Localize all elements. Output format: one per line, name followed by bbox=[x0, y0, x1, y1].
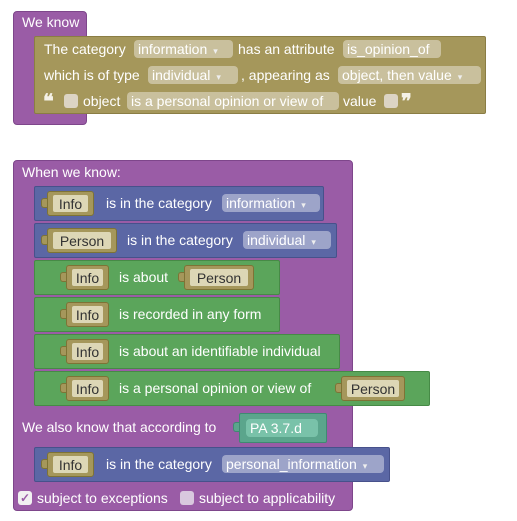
object-checkbox[interactable] bbox=[64, 94, 78, 108]
dropdown-arrow-icon: ▾ bbox=[311, 237, 316, 247]
appearing-dropdown[interactable]: object, then value ▾ bbox=[338, 66, 481, 84]
connector-tab bbox=[178, 272, 184, 282]
connector-tab bbox=[60, 309, 66, 319]
connector-tab bbox=[60, 272, 66, 282]
info-variable[interactable]: Info bbox=[66, 265, 109, 290]
info-variable[interactable]: Info bbox=[47, 452, 94, 477]
person-variable[interactable]: Person bbox=[184, 265, 254, 290]
dropdown-arrow-icon: ▾ bbox=[457, 72, 463, 82]
row2-text: is in the category bbox=[127, 232, 233, 248]
connector-tab bbox=[335, 383, 341, 393]
row7-category-dropdown[interactable]: personal_information ▾ bbox=[222, 455, 384, 473]
dropdown-arrow-icon: ▾ bbox=[216, 72, 221, 82]
info-variable[interactable]: Info bbox=[66, 302, 109, 327]
exceptions-label: subject to exceptions bbox=[37, 490, 168, 506]
row7-text: is in the category bbox=[106, 456, 212, 472]
attribute-input[interactable]: is_opinion_of bbox=[343, 40, 441, 58]
value-label: value bbox=[343, 93, 377, 109]
line2-middle: , appearing as bbox=[241, 67, 330, 83]
row5-text: is about an identifiable individual bbox=[119, 343, 321, 359]
exceptions-checkbox[interactable] bbox=[18, 491, 32, 505]
connector-tab bbox=[41, 198, 47, 208]
connector-tab bbox=[41, 459, 47, 469]
object-label: object bbox=[83, 93, 121, 109]
applicability-checkbox[interactable] bbox=[180, 491, 194, 505]
connector-tab bbox=[60, 346, 66, 356]
person-variable[interactable]: Person bbox=[47, 228, 117, 253]
when-we-know-header: When we know: bbox=[22, 164, 121, 180]
open-quote-icon: ❝ bbox=[43, 89, 54, 113]
check-icon: ✓ bbox=[20, 491, 31, 505]
info-variable[interactable]: Info bbox=[66, 339, 109, 364]
value-checkbox[interactable] bbox=[384, 94, 398, 108]
connector-tab bbox=[233, 422, 239, 432]
line1-prefix: The category bbox=[44, 41, 126, 57]
row2-category-dropdown[interactable]: individual ▾ bbox=[243, 231, 331, 249]
connector-tab bbox=[41, 235, 47, 245]
line1-middle: has an attribute bbox=[238, 41, 335, 57]
category-dropdown[interactable]: information ▾ bbox=[134, 40, 233, 58]
dropdown-arrow-icon: ▾ bbox=[301, 200, 306, 210]
opinion-input[interactable]: is a personal opinion or view of bbox=[127, 92, 339, 110]
person-variable[interactable]: Person bbox=[341, 376, 405, 401]
info-variable[interactable]: Info bbox=[66, 376, 109, 401]
row1-category-dropdown[interactable]: information ▾ bbox=[222, 194, 320, 212]
row3-text: is about bbox=[119, 269, 169, 285]
row6-text: is a personal opinion or view of bbox=[119, 380, 312, 396]
info-variable[interactable]: Info bbox=[47, 191, 94, 216]
close-quote-icon: ❞ bbox=[401, 89, 412, 113]
also-know-text: We also know that according to bbox=[22, 419, 217, 435]
applicability-label: subject to applicability bbox=[199, 490, 336, 506]
source-input[interactable]: PA 3.7.d bbox=[246, 419, 318, 437]
we-know-header: We know bbox=[22, 14, 80, 30]
type-dropdown[interactable]: individual ▾ bbox=[148, 66, 238, 84]
dropdown-arrow-icon: ▾ bbox=[362, 461, 368, 471]
row1-text: is in the category bbox=[106, 195, 212, 211]
row4-text: is recorded in any form bbox=[119, 306, 262, 322]
dropdown-arrow-icon: ▾ bbox=[213, 46, 218, 56]
connector-tab bbox=[60, 383, 66, 393]
line2-prefix: which is of type bbox=[44, 67, 140, 83]
